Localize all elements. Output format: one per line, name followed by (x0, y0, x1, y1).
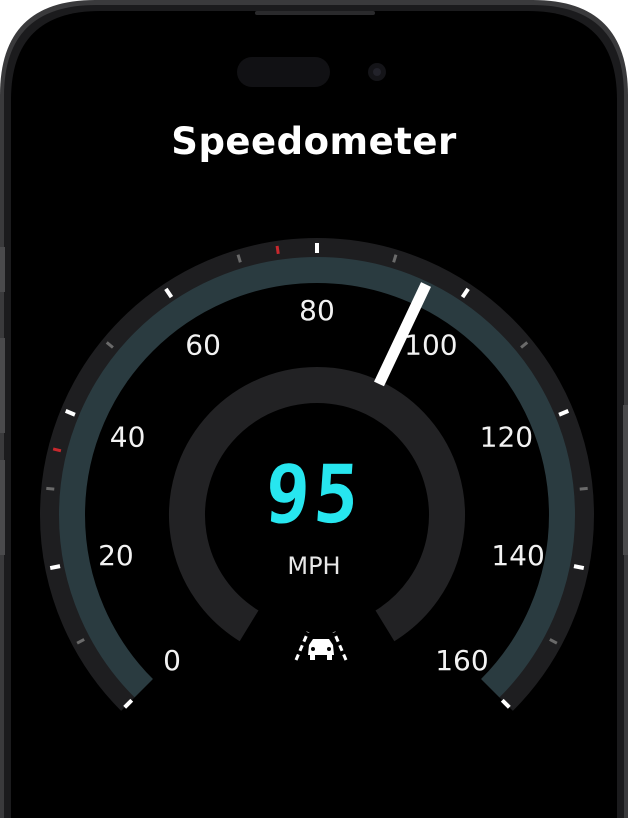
tick-mark (236, 254, 242, 263)
speaker-grille (255, 11, 375, 15)
scale-label: 0 (163, 644, 181, 677)
tick-mark (52, 447, 62, 453)
scale-label: 40 (110, 421, 146, 454)
tick-mark (558, 409, 570, 417)
speed-readout: 95 (262, 448, 366, 542)
lane-assist-icon (294, 631, 348, 661)
tick-mark (164, 287, 174, 299)
volume-up-button[interactable] (0, 338, 5, 433)
scale-label: 60 (185, 329, 221, 362)
scale-label: 140 (491, 539, 544, 572)
action-button[interactable] (0, 247, 5, 292)
tick-mark (123, 698, 134, 709)
speed-unit: MPH (287, 552, 341, 580)
tick-mark (460, 287, 470, 299)
volume-down-button[interactable] (0, 460, 5, 555)
scale-label: 20 (98, 539, 134, 572)
screen (11, 11, 617, 818)
tick-mark (500, 698, 511, 709)
tick-mark (49, 564, 61, 571)
tick-mark (275, 245, 280, 255)
tick-mark (46, 486, 55, 491)
speed-needle (374, 282, 431, 387)
scale-label: 160 (435, 644, 488, 677)
power-button[interactable] (623, 405, 628, 555)
scale-label: 80 (299, 294, 335, 327)
tick-mark (105, 341, 114, 349)
tick-mark (579, 486, 588, 491)
tick-mark (64, 409, 76, 417)
tick-mark (573, 564, 585, 571)
tick-mark (549, 638, 558, 645)
dial-track-arc (59, 257, 575, 698)
scale-label: 120 (480, 421, 533, 454)
scale-label: 100 (404, 329, 457, 362)
tick-mark (520, 341, 529, 349)
tick-mark (392, 254, 398, 263)
dynamic-island (237, 57, 330, 87)
page-title: Speedometer (171, 120, 457, 163)
tick-mark (76, 638, 85, 645)
inner-ring (169, 367, 465, 642)
